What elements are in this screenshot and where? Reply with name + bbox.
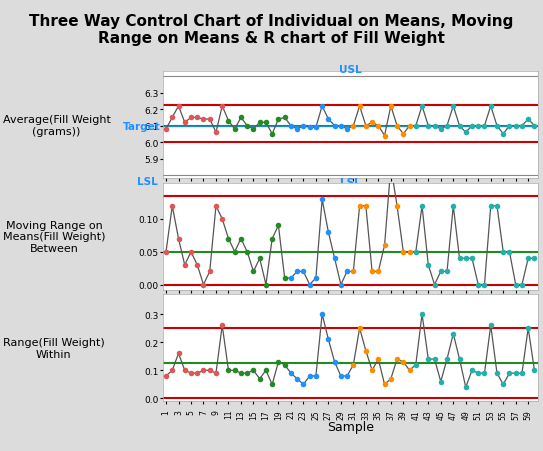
- Text: Average(Fill Weight
(grams)): Average(Fill Weight (grams)): [3, 115, 111, 136]
- Text: USL: USL: [339, 65, 362, 75]
- Text: Moving Range on
Means(Fill Weight)
Between: Moving Range on Means(Fill Weight) Betwe…: [3, 220, 105, 253]
- X-axis label: Sample: Sample: [327, 420, 374, 433]
- Text: Three Way Control Chart of Individual on Means, Moving
Range on Means & R chart : Three Way Control Chart of Individual on…: [29, 14, 514, 46]
- Text: Range(Fill Weight)
Within: Range(Fill Weight) Within: [3, 337, 104, 359]
- Text: LSL: LSL: [340, 178, 361, 188]
- Text: LSL: LSL: [137, 176, 157, 186]
- Text: Target: Target: [123, 121, 161, 131]
